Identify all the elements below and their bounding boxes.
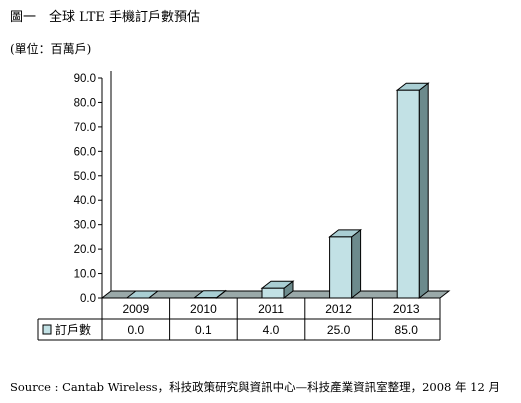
table-category-2012: 2012 bbox=[325, 302, 352, 316]
source-note: Source : Cantab Wireless，科技政策研究與資訊中心—科技產… bbox=[10, 380, 500, 394]
table-value-2013: 85.0 bbox=[395, 323, 419, 337]
bar-front bbox=[396, 89, 420, 299]
table-category-2010: 2010 bbox=[190, 302, 217, 316]
y-tick-label: 50.0 bbox=[74, 171, 96, 183]
bar-2010 bbox=[192, 289, 227, 300]
table-value-2011: 4.0 bbox=[263, 323, 280, 337]
y-tick-label: 90.0 bbox=[74, 73, 96, 85]
y-tick-label: 10.0 bbox=[74, 269, 96, 281]
data-table: 2009 2010 2011 2012 2013 訂戶數 0.0 0.1 4.0 25.0 85.0 bbox=[37, 297, 441, 341]
bar-side bbox=[418, 82, 429, 300]
y-tick-label: 0.0 bbox=[80, 293, 96, 305]
table-value-2012: 25.0 bbox=[327, 323, 351, 337]
bar-series bbox=[125, 82, 430, 300]
legend-label: 訂戶數 bbox=[55, 322, 91, 337]
bar-side bbox=[351, 228, 362, 300]
legend-swatch bbox=[42, 324, 52, 335]
table-category-2011: 2011 bbox=[258, 302, 284, 316]
table-category-2009: 2009 bbox=[122, 302, 149, 316]
bar-front bbox=[329, 236, 353, 299]
bar-2012 bbox=[328, 228, 363, 300]
bar-2011 bbox=[260, 280, 295, 300]
y-tick-label: 60.0 bbox=[74, 146, 96, 158]
y-tick-label: 80.0 bbox=[74, 97, 96, 109]
y-axis: 0.0 10.0 20.0 30.0 40.0 50.0 60.0 70.0 80.0 90.0 bbox=[74, 71, 112, 305]
table-value-2009: 0.0 bbox=[127, 323, 144, 337]
unit-note: (單位：百萬戶) bbox=[10, 42, 92, 56]
table-value-2010: 0.1 bbox=[195, 323, 212, 337]
y-tick-label: 40.0 bbox=[74, 195, 96, 207]
chart-title: 圖一 全球 LTE 手機訂戶數預估 bbox=[10, 10, 200, 25]
bar-2013 bbox=[395, 82, 430, 300]
table-category-2013: 2013 bbox=[393, 302, 420, 316]
y-tick-label: 70.0 bbox=[74, 122, 96, 134]
bar-front bbox=[261, 287, 285, 299]
y-tick-label: 30.0 bbox=[74, 220, 96, 232]
y-tick-label: 20.0 bbox=[74, 244, 96, 256]
